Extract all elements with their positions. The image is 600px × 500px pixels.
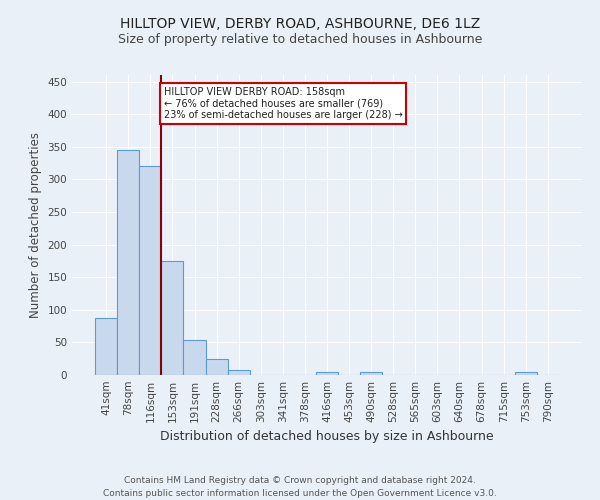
Bar — [139, 166, 161, 375]
Bar — [206, 358, 227, 375]
Bar — [117, 150, 139, 375]
Bar — [316, 372, 338, 375]
X-axis label: Distribution of detached houses by size in Ashbourne: Distribution of detached houses by size … — [160, 430, 494, 444]
Y-axis label: Number of detached properties: Number of detached properties — [29, 132, 42, 318]
Text: Contains HM Land Registry data © Crown copyright and database right 2024.
Contai: Contains HM Land Registry data © Crown c… — [103, 476, 497, 498]
Text: HILLTOP VIEW DERBY ROAD: 158sqm
← 76% of detached houses are smaller (769)
23% o: HILLTOP VIEW DERBY ROAD: 158sqm ← 76% of… — [164, 86, 403, 120]
Bar — [360, 372, 382, 375]
Text: HILLTOP VIEW, DERBY ROAD, ASHBOURNE, DE6 1LZ: HILLTOP VIEW, DERBY ROAD, ASHBOURNE, DE6… — [120, 18, 480, 32]
Bar — [95, 318, 117, 375]
Bar — [184, 340, 206, 375]
Bar — [515, 372, 537, 375]
Bar — [227, 370, 250, 375]
Text: Size of property relative to detached houses in Ashbourne: Size of property relative to detached ho… — [118, 32, 482, 46]
Bar — [161, 261, 184, 375]
